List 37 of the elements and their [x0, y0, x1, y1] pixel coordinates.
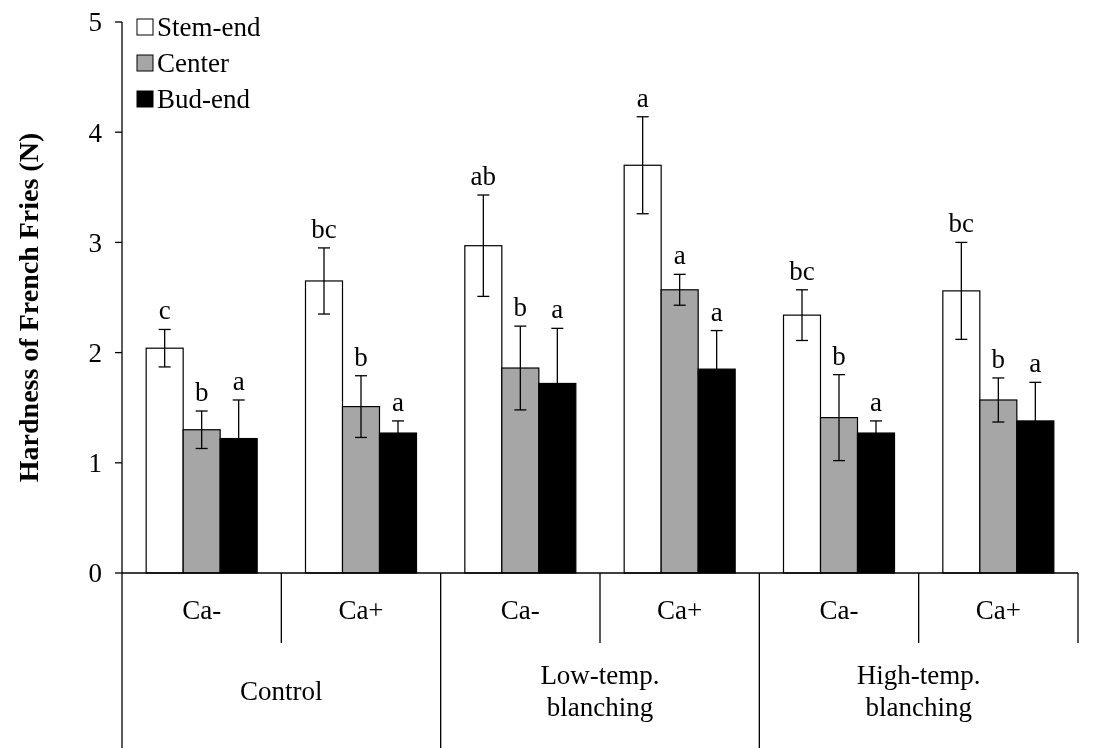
y-tick-label: 0	[88, 558, 102, 589]
data-label: a	[551, 294, 564, 325]
data-label: a	[1029, 348, 1042, 379]
y-tick-label: 2	[88, 338, 102, 369]
data-label: a	[392, 386, 405, 417]
legend-label: Bud-end	[157, 84, 251, 115]
legend-label: Stem-end	[157, 12, 261, 43]
data-label: a	[232, 365, 245, 396]
text: High-temp. blanching	[856, 660, 981, 722]
data-label: bc	[311, 213, 337, 244]
data-label: bc	[789, 255, 815, 286]
data-label: a	[636, 82, 649, 113]
data-label: b	[194, 377, 209, 408]
data-label: b	[832, 340, 846, 371]
data-label: a	[870, 386, 883, 417]
data-label: b	[354, 341, 368, 372]
y-tick-label: 4	[88, 117, 103, 148]
y-axis-title: Hardness of French Fries (N)	[13, 132, 44, 483]
data-label: c	[158, 295, 171, 326]
legend-label: Center	[157, 48, 229, 79]
x-tick-label: Ca-	[500, 595, 540, 625]
x-tick-label: Ca-	[182, 595, 222, 625]
y-tick-label: 5	[88, 7, 102, 38]
data-label: a	[710, 296, 723, 327]
text: Control	[240, 676, 323, 706]
data-label: bc	[948, 208, 975, 239]
x-tick-label: Ca+	[657, 595, 703, 625]
x-tick-label: Ca-	[819, 595, 859, 625]
x-tick-label: Ca+	[338, 595, 384, 625]
x-tick-label: Ca+	[975, 595, 1021, 625]
y-tick-label: 3	[88, 227, 102, 258]
data-label: a	[673, 240, 686, 271]
data-label: b	[513, 292, 528, 323]
data-label: b	[991, 343, 1006, 374]
y-tick-label: 1	[88, 448, 102, 479]
text: Low-temp. blanching	[540, 660, 660, 722]
data-label: ab	[470, 161, 497, 192]
